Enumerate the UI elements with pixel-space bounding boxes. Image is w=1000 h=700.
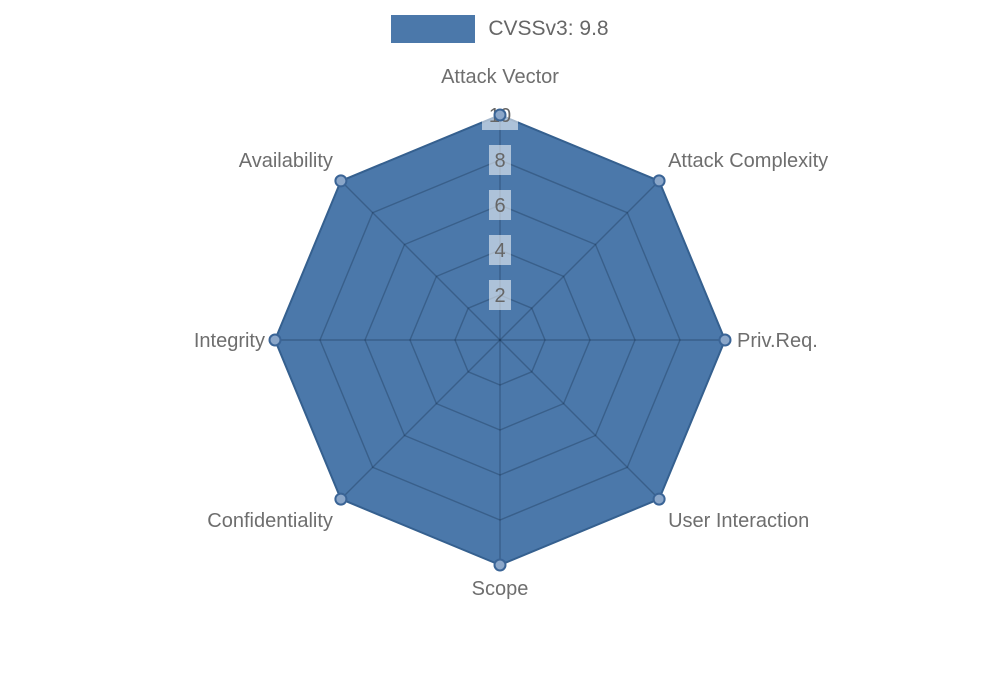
axis-spoke [340,180,501,341]
radial-tick-label: 6 [494,195,505,217]
legend-label: CVSSv3: 9.8 [488,17,609,40]
grid-ring [409,249,591,431]
point-marker [493,108,507,122]
tick-backdrop [489,235,511,265]
category-label-scope: Scope [472,578,529,600]
grid-ring [364,204,636,476]
tick-backdrop [489,145,511,175]
tick-backdrop [489,190,511,220]
legend-swatch [391,15,476,43]
category-label-confidentiality: Confidentiality [207,510,333,532]
radial-tick-label: 4 [494,240,505,262]
tick-backdrop [489,280,511,310]
chart-legend-item[interactable]: CVSSv3: 9.8 [0,15,1000,43]
category-label-user-interaction: User Interaction [668,510,809,532]
category-label-integrity: Integrity [194,330,265,352]
point-marker [652,174,666,188]
category-label-availability: Availability [239,150,333,172]
radial-tick-label: 8 [494,150,505,172]
grid-ring [319,159,681,521]
point-marker [493,558,507,572]
point-marker [334,492,348,506]
axis-spoke [499,180,660,341]
radial-tick-label: 2 [494,285,505,307]
point-marker [268,333,282,347]
category-label-priv-req: Priv.Req. [737,330,818,352]
data-polygon-fill [275,115,725,565]
grid-ring [454,294,546,386]
point-marker [718,333,732,347]
point-marker [652,492,666,506]
axis-spoke [499,339,660,500]
category-label-attack-vector: Attack Vector [441,66,559,88]
axis-spoke [340,339,501,500]
point-marker [334,174,348,188]
category-label-attack-complexity: Attack Complexity [668,150,828,172]
